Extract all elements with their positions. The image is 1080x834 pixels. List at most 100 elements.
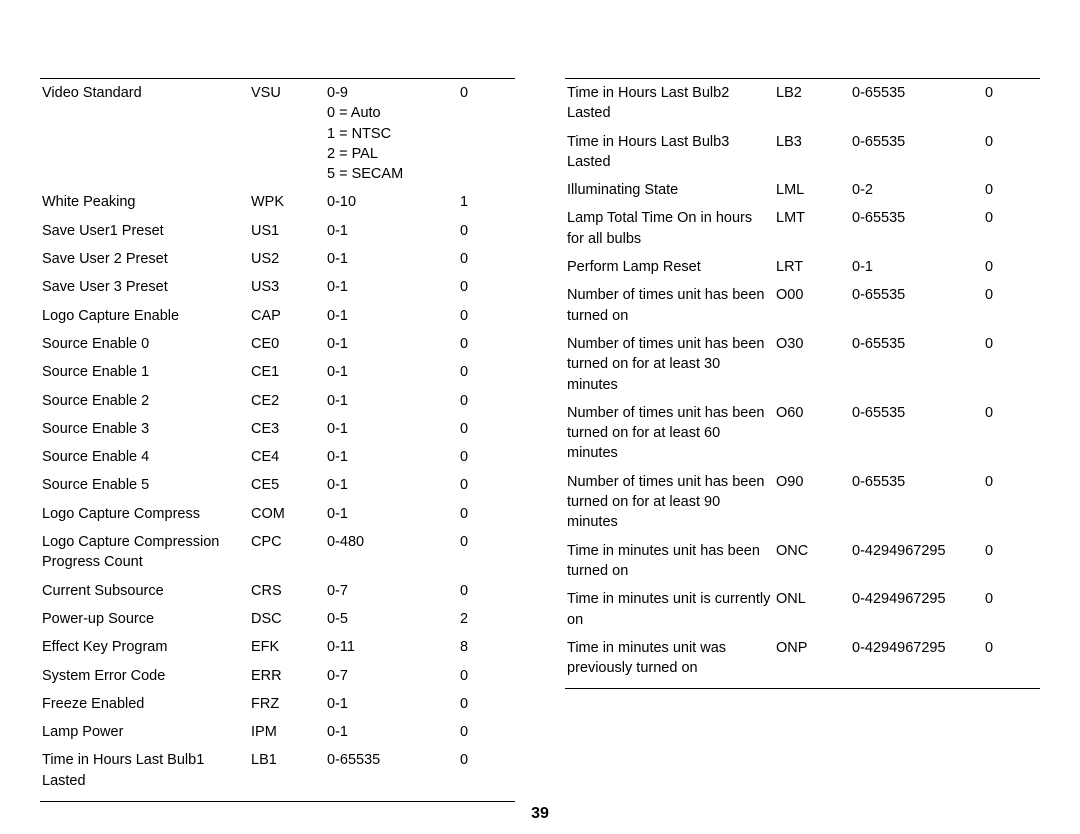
- cell-description: Logo Capture Enable: [40, 302, 249, 330]
- cell-value: 0: [983, 176, 1040, 204]
- cell-code: CE3: [249, 415, 325, 443]
- cell-code: ONC: [774, 537, 850, 586]
- table-row: Logo Capture EnableCAP0-10: [40, 302, 515, 330]
- table-row: System Error CodeERR0-70: [40, 662, 515, 690]
- cell-description: White Peaking: [40, 188, 249, 216]
- cell-range: 0-1: [325, 387, 458, 415]
- table-row: Source Enable 2CE20-10: [40, 387, 515, 415]
- cell-code: US3: [249, 273, 325, 301]
- cell-code: ONL: [774, 585, 850, 634]
- table-row: Video StandardVSU0-9 0 = Auto 1 = NTSC 2…: [40, 79, 515, 189]
- cell-description: Source Enable 4: [40, 443, 249, 471]
- cell-range: 0-11: [325, 633, 458, 661]
- cell-range: 0-1: [325, 245, 458, 273]
- cell-description: Source Enable 3: [40, 415, 249, 443]
- cell-code: ONP: [774, 634, 850, 687]
- left-table: Video StandardVSU0-9 0 = Auto 1 = NTSC 2…: [40, 78, 515, 799]
- cell-range: 0-1: [325, 358, 458, 386]
- cell-value: 0: [983, 253, 1040, 281]
- table-row: Lamp Total Time On in hours for all bulb…: [565, 204, 1040, 253]
- cell-description: Time in Hours Last Bulb1 Lasted: [40, 746, 249, 799]
- cell-range: 0-480: [325, 528, 458, 577]
- cell-description: Number of times unit has been turned on …: [565, 468, 774, 537]
- cell-description: Time in Hours Last Bulb2 Lasted: [565, 79, 774, 128]
- table-row: Save User 2 PresetUS20-10: [40, 245, 515, 273]
- cell-range: 0-7: [325, 577, 458, 605]
- cell-range: 0-2: [850, 176, 983, 204]
- cell-description: Lamp Total Time On in hours for all bulb…: [565, 204, 774, 253]
- cell-value: 0: [983, 281, 1040, 330]
- cell-value: 0: [458, 662, 515, 690]
- cell-code: CPC: [249, 528, 325, 577]
- cell-value: 0: [458, 302, 515, 330]
- cell-range: 0-65535: [850, 330, 983, 399]
- cell-code: O90: [774, 468, 850, 537]
- cell-value: 0: [458, 718, 515, 746]
- table-row: Freeze EnabledFRZ0-10: [40, 690, 515, 718]
- table-row: Time in minutes unit is currently onONL0…: [565, 585, 1040, 634]
- cell-range: 0-5: [325, 605, 458, 633]
- cell-range: 0-1: [325, 415, 458, 443]
- cell-value: 0: [983, 330, 1040, 399]
- cell-code: CAP: [249, 302, 325, 330]
- cell-code: LB3: [774, 128, 850, 177]
- cell-description: Video Standard: [40, 79, 249, 189]
- cell-range: 0-1: [325, 330, 458, 358]
- table-row: Logo Capture CompressCOM0-10: [40, 500, 515, 528]
- cell-description: Current Subsource: [40, 577, 249, 605]
- cell-range: 0-1: [325, 302, 458, 330]
- cell-description: Source Enable 0: [40, 330, 249, 358]
- table-row: Current SubsourceCRS0-70: [40, 577, 515, 605]
- cell-value: 0: [983, 128, 1040, 177]
- cell-description: Freeze Enabled: [40, 690, 249, 718]
- cell-code: LB2: [774, 79, 850, 128]
- cell-value: 0: [458, 500, 515, 528]
- cell-value: 0: [983, 585, 1040, 634]
- cell-value: 0: [983, 79, 1040, 128]
- table-row: Source Enable 1CE10-10: [40, 358, 515, 386]
- table-rule: [40, 801, 515, 802]
- cell-code: CE2: [249, 387, 325, 415]
- cell-code: CE0: [249, 330, 325, 358]
- table-row: Perform Lamp ResetLRT0-10: [565, 253, 1040, 281]
- table-row: Effect Key ProgramEFK0-118: [40, 633, 515, 661]
- table-rule: [565, 688, 1040, 689]
- cell-code: CE5: [249, 471, 325, 499]
- cell-range: 0-4294967295: [850, 585, 983, 634]
- page-content: Video StandardVSU0-9 0 = Auto 1 = NTSC 2…: [0, 0, 1080, 802]
- cell-description: Number of times unit has been turned on …: [565, 399, 774, 468]
- table-row: Logo Capture Compression Progress CountC…: [40, 528, 515, 577]
- cell-description: Time in minutes unit was previously turn…: [565, 634, 774, 687]
- cell-value: 0: [458, 471, 515, 499]
- cell-code: LRT: [774, 253, 850, 281]
- cell-description: Logo Capture Compress: [40, 500, 249, 528]
- cell-value: 0: [983, 204, 1040, 253]
- cell-value: 0: [983, 537, 1040, 586]
- table-row: Power-up SourceDSC0-52: [40, 605, 515, 633]
- cell-value: 0: [458, 330, 515, 358]
- table-row: Source Enable 4CE40-10: [40, 443, 515, 471]
- cell-range: 0-1: [325, 471, 458, 499]
- cell-code: IPM: [249, 718, 325, 746]
- cell-value: 0: [458, 387, 515, 415]
- cell-range: 0-65535: [850, 468, 983, 537]
- cell-range: 0-4294967295: [850, 537, 983, 586]
- table-row: Number of times unit has been turned onO…: [565, 281, 1040, 330]
- cell-code: O00: [774, 281, 850, 330]
- table-row: White PeakingWPK0-101: [40, 188, 515, 216]
- cell-code: LB1: [249, 746, 325, 799]
- cell-range: 0-65535: [850, 79, 983, 128]
- cell-value: 0: [458, 528, 515, 577]
- cell-value: 0: [458, 690, 515, 718]
- cell-range: 0-4294967295: [850, 634, 983, 687]
- cell-code: CE4: [249, 443, 325, 471]
- cell-range: 0-65535: [325, 746, 458, 799]
- cell-code: O30: [774, 330, 850, 399]
- table-row: Lamp PowerIPM0-10: [40, 718, 515, 746]
- cell-value: 0: [458, 443, 515, 471]
- cell-description: Time in Hours Last Bulb3 Lasted: [565, 128, 774, 177]
- cell-description: Illuminating State: [565, 176, 774, 204]
- table-row: Time in Hours Last Bulb3 LastedLB30-6553…: [565, 128, 1040, 177]
- cell-range: 0-1: [325, 273, 458, 301]
- cell-code: VSU: [249, 79, 325, 189]
